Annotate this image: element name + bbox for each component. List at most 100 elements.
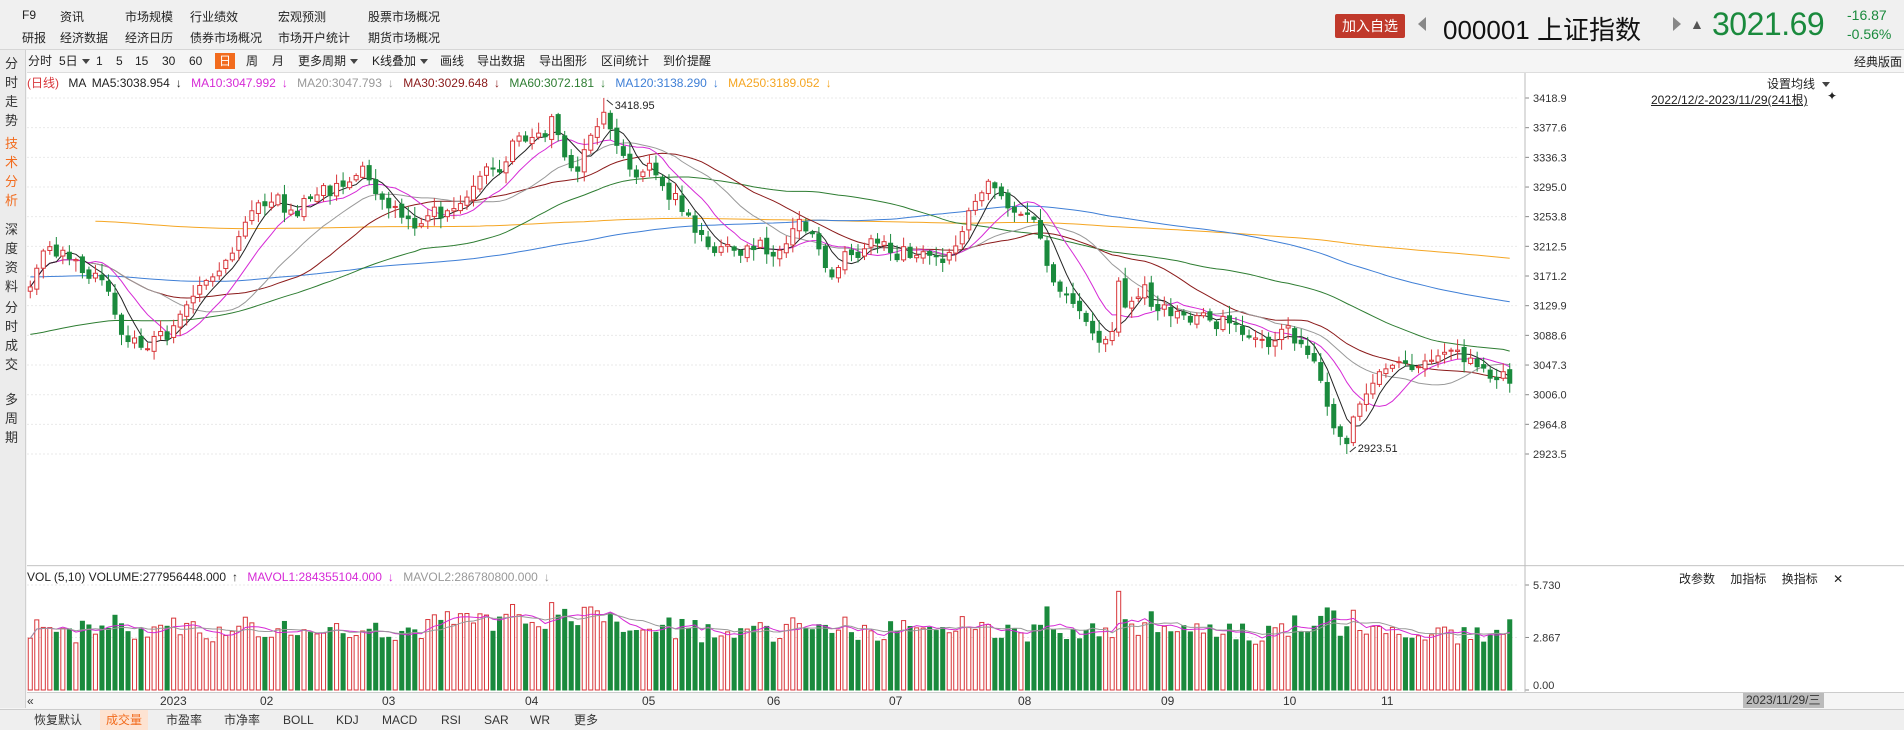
- candle-body[interactable]: [1148, 282, 1154, 307]
- volume-bar[interactable]: [1096, 636, 1102, 691]
- candle-body[interactable]: [1422, 360, 1428, 370]
- candle-body[interactable]: [1389, 364, 1395, 369]
- volume-bar[interactable]: [1331, 610, 1337, 691]
- candle-body[interactable]: [1455, 349, 1461, 352]
- candle-body[interactable]: [118, 314, 125, 335]
- add-indicator-button[interactable]: 加指标: [1730, 572, 1767, 586]
- candle-body[interactable]: [151, 336, 157, 352]
- volume-bar[interactable]: [334, 623, 340, 691]
- volume-bar[interactable]: [712, 637, 718, 691]
- volume-bar[interactable]: [1057, 633, 1063, 691]
- candle-body[interactable]: [1161, 304, 1167, 310]
- volume-bar[interactable]: [483, 614, 490, 691]
- candle-body[interactable]: [1448, 349, 1454, 352]
- volume-bar[interactable]: [1090, 623, 1096, 691]
- candle-body[interactable]: [966, 210, 972, 231]
- volume-bar[interactable]: [1266, 625, 1272, 691]
- candle-body[interactable]: [1031, 216, 1037, 220]
- candle-body[interactable]: [914, 254, 920, 259]
- volume-bar[interactable]: [542, 628, 548, 691]
- volume-bar[interactable]: [1279, 623, 1285, 691]
- volume-bar[interactable]: [1174, 631, 1180, 691]
- candle-body[interactable]: [764, 237, 770, 255]
- volume-bar[interactable]: [633, 630, 639, 691]
- volume-bar[interactable]: [1109, 637, 1115, 691]
- volume-bar[interactable]: [1240, 623, 1246, 691]
- candle-body[interactable]: [1044, 240, 1050, 266]
- candle-body[interactable]: [601, 111, 607, 125]
- volume-bar[interactable]: [477, 613, 483, 691]
- volume-bar[interactable]: [959, 616, 965, 691]
- candle-body[interactable]: [861, 248, 868, 257]
- candle-body[interactable]: [105, 280, 111, 292]
- volume-bar[interactable]: [60, 628, 66, 691]
- candle-body[interactable]: [575, 166, 581, 172]
- candle-body[interactable]: [1213, 321, 1219, 330]
- candle-body[interactable]: [1272, 340, 1278, 347]
- candle-body[interactable]: [796, 218, 802, 232]
- candle-body[interactable]: [190, 295, 196, 304]
- candle-body[interactable]: [1135, 296, 1141, 300]
- candle-body[interactable]: [1011, 206, 1017, 213]
- volume-bar[interactable]: [848, 632, 854, 691]
- candle-body[interactable]: [920, 251, 926, 259]
- volume-bar[interactable]: [360, 630, 366, 691]
- candle-body[interactable]: [53, 244, 59, 257]
- volume-bar[interactable]: [34, 619, 40, 691]
- candle-body[interactable]: [1461, 346, 1467, 363]
- candle-body[interactable]: [327, 185, 333, 197]
- candle-body[interactable]: [216, 270, 222, 277]
- volume-bar[interactable]: [1396, 633, 1402, 691]
- volume-bar[interactable]: [86, 624, 92, 691]
- candle-body[interactable]: [1207, 311, 1213, 321]
- volume-bar[interactable]: [132, 638, 138, 691]
- volume-bar[interactable]: [1500, 633, 1506, 691]
- volume-bar[interactable]: [875, 640, 881, 691]
- candle-body[interactable]: [1370, 382, 1376, 395]
- volume-bar[interactable]: [757, 622, 763, 691]
- volume-bar[interactable]: [822, 624, 828, 691]
- candle-body[interactable]: [1187, 315, 1193, 323]
- volume-bar[interactable]: [529, 621, 535, 691]
- volume-bar[interactable]: [190, 621, 196, 691]
- volume-bar[interactable]: [197, 632, 203, 691]
- volume-bar[interactable]: [770, 641, 776, 691]
- tb-15min[interactable]: 15: [135, 54, 149, 68]
- volume-bar[interactable]: [294, 635, 300, 691]
- candle-body[interactable]: [1181, 311, 1187, 316]
- tab-kdj[interactable]: KDJ: [336, 713, 359, 727]
- volume-bar[interactable]: [1305, 631, 1311, 691]
- candle-body[interactable]: [431, 206, 437, 217]
- volume-bar[interactable]: [1292, 615, 1298, 691]
- switch-indicator-button[interactable]: 换指标: [1781, 572, 1818, 586]
- candle-body[interactable]: [803, 221, 809, 232]
- volume-bar[interactable]: [40, 626, 46, 691]
- candlestick-chart[interactable]: 3418.9 3377.6 3336.3 3295.0 3253.8 3212.5 3171…: [27, 73, 1904, 567]
- candle-body[interactable]: [1220, 315, 1226, 331]
- volume-bar[interactable]: [425, 619, 431, 691]
- candle-body[interactable]: [281, 194, 287, 213]
- volume-bar[interactable]: [79, 620, 85, 691]
- volume-bar[interactable]: [1298, 631, 1304, 691]
- tb-5min[interactable]: 5: [116, 54, 123, 68]
- candle-body[interactable]: [249, 210, 255, 222]
- volume-bar[interactable]: [464, 613, 470, 691]
- volume-bar[interactable]: [607, 612, 613, 691]
- volume-bar[interactable]: [1187, 631, 1193, 691]
- candle-body[interactable]: [542, 133, 548, 138]
- volume-bar[interactable]: [692, 620, 698, 691]
- menu-econ-calendar[interactable]: 经济日历: [125, 31, 174, 45]
- volume-bar[interactable]: [53, 631, 59, 691]
- volume-bar[interactable]: [158, 624, 164, 691]
- volume-bar[interactable]: [881, 639, 887, 691]
- volume-bar[interactable]: [105, 627, 111, 691]
- volume-bar[interactable]: [177, 634, 183, 691]
- candle-body[interactable]: [1122, 278, 1128, 308]
- candle-body[interactable]: [933, 255, 939, 258]
- menu-f9[interactable]: F9: [22, 8, 37, 22]
- candle-body[interactable]: [497, 169, 503, 173]
- candle-body[interactable]: [666, 182, 672, 200]
- candle-body[interactable]: [1402, 360, 1408, 364]
- candle-body[interactable]: [712, 246, 718, 253]
- tab-sar[interactable]: SAR: [484, 713, 509, 727]
